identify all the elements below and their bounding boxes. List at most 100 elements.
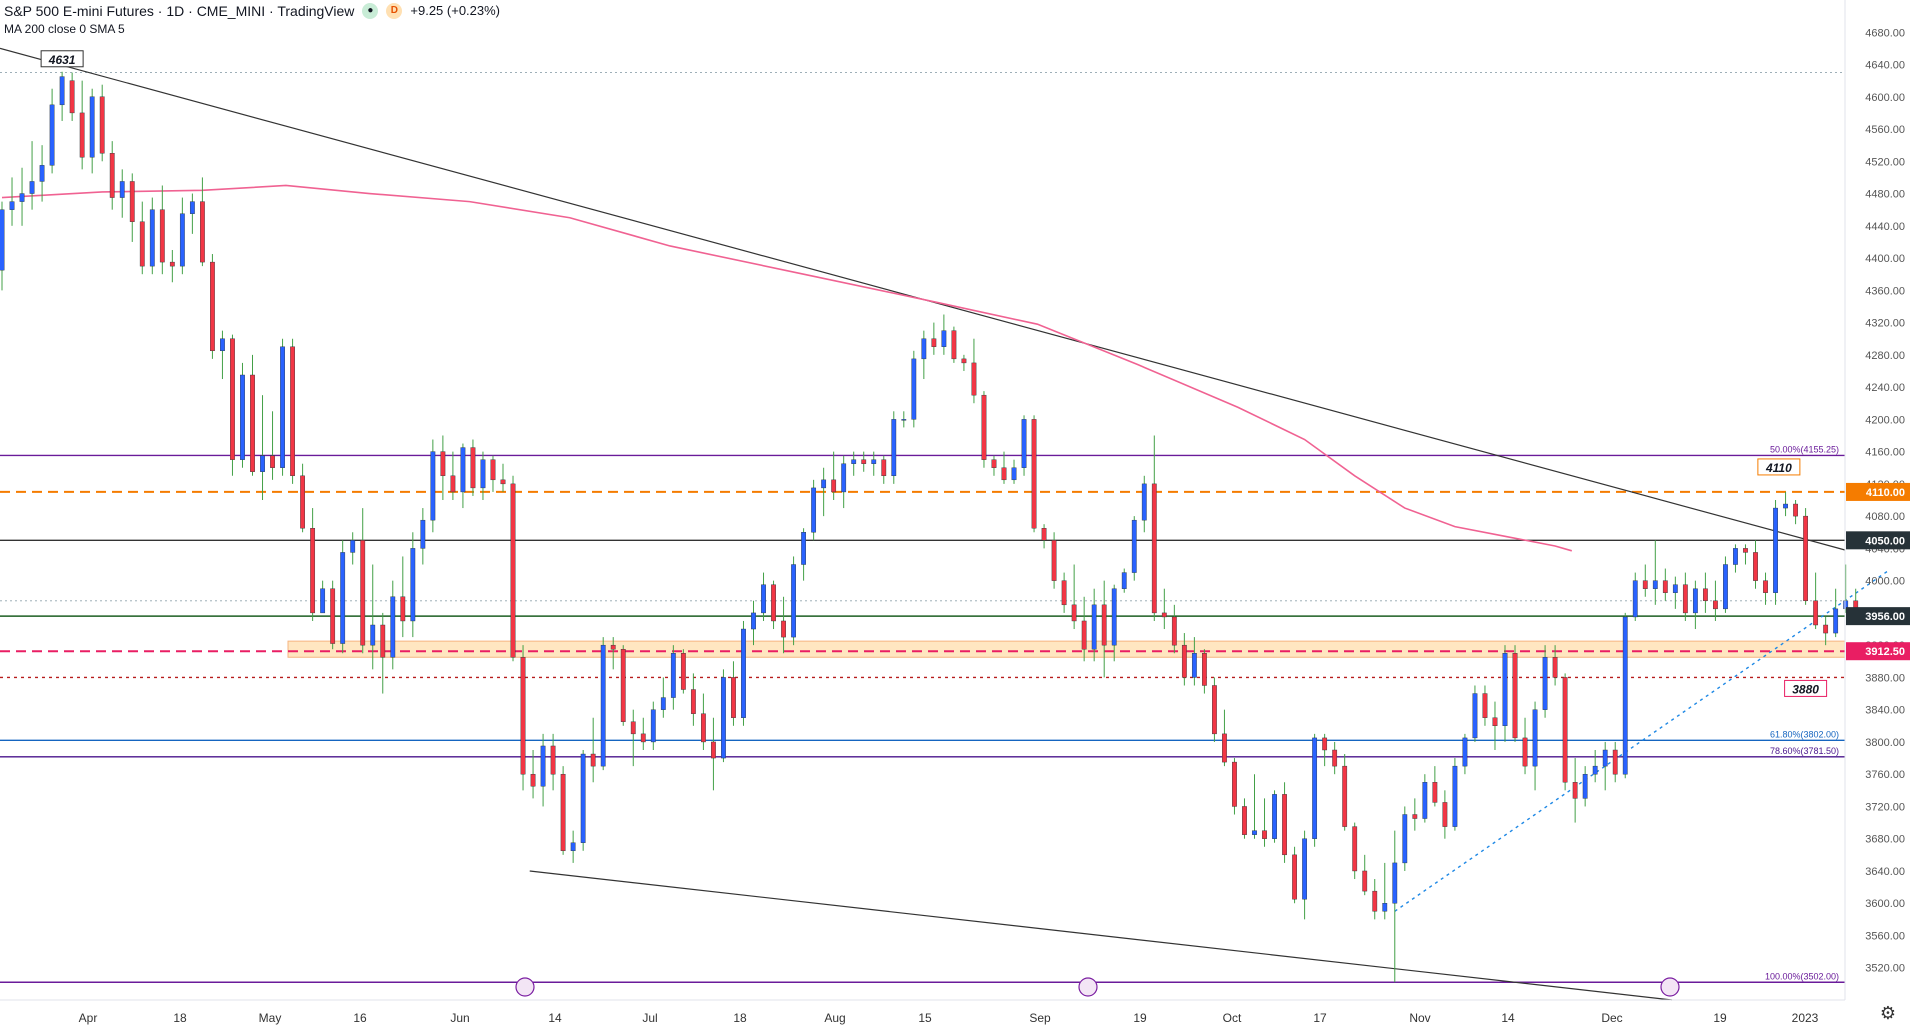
- candle-body: [149, 209, 155, 267]
- candle-body: [159, 209, 165, 263]
- candle-body: [400, 596, 406, 622]
- candle-body: [1342, 765, 1348, 827]
- candle-body: [1382, 903, 1388, 912]
- candle-body: [731, 677, 736, 718]
- candle-body: [1312, 737, 1318, 839]
- candle-body: [670, 653, 676, 698]
- price-tick: 4600.00: [1865, 92, 1905, 104]
- candle-body: [1372, 890, 1378, 912]
- ma-indicator-label[interactable]: MA 200 close 0 SMA 5: [4, 22, 125, 36]
- candle-body: [1161, 612, 1167, 618]
- candle-body: [49, 104, 55, 166]
- candle-body: [781, 620, 786, 638]
- price-tick: 4640.00: [1865, 60, 1905, 72]
- candle-body: [169, 261, 175, 267]
- candle-body: [1442, 802, 1448, 827]
- candle-body: [931, 338, 937, 347]
- candle-body: [991, 459, 997, 468]
- candle-body: [650, 709, 656, 743]
- fib-label: 78.60%(3781.50): [1770, 746, 1839, 756]
- fib-label: 61.80%(3802.00): [1770, 729, 1839, 739]
- candle-body: [901, 419, 907, 421]
- time-tick: Jul: [642, 1011, 657, 1025]
- candle-body: [1141, 483, 1147, 521]
- candle-body: [89, 96, 95, 158]
- candle-body: [129, 181, 135, 222]
- event-icon: [1078, 977, 1098, 997]
- time-tick: Oct: [1223, 1011, 1242, 1025]
- price-tick: 4480.00: [1865, 189, 1905, 201]
- candle-body: [721, 677, 726, 759]
- candle-body: [981, 394, 987, 460]
- time-tick: Dec: [1601, 1011, 1622, 1025]
- candle-body: [1021, 419, 1027, 468]
- candle-body: [230, 338, 235, 460]
- candle-body: [260, 455, 265, 472]
- annotation-box: [1784, 679, 1828, 697]
- candle-body: [19, 193, 25, 202]
- candle-body: [330, 588, 336, 644]
- price-tick: 3760.00: [1865, 769, 1905, 781]
- candle-body: [1793, 503, 1798, 517]
- price-tick: 4360.00: [1865, 285, 1905, 297]
- price-label: 4110.00: [1866, 487, 1905, 499]
- candle-body: [520, 657, 526, 775]
- candle-body: [9, 201, 15, 210]
- candle-body: [1682, 584, 1688, 614]
- candle-body: [1652, 580, 1658, 589]
- candle-body: [1181, 644, 1187, 678]
- instrument-title[interactable]: S&P 500 E-mini Futures · 1D · CME_MINI ·…: [4, 3, 355, 19]
- candle-body: [1642, 580, 1648, 589]
- candle-body: [1542, 657, 1548, 710]
- candle-body: [1472, 693, 1478, 739]
- candle-body: [871, 459, 877, 464]
- candle-body: [680, 653, 686, 690]
- candle-body: [250, 374, 255, 472]
- time-tick: Sep: [1029, 1011, 1051, 1025]
- time-tick: 15: [918, 1011, 932, 1025]
- annotation-box: [1757, 458, 1801, 476]
- candle-body: [370, 624, 376, 646]
- price-tick: 3640.00: [1865, 866, 1905, 878]
- price-change: +9.25 (+0.23%): [410, 3, 501, 18]
- candle-body: [1833, 608, 1839, 634]
- price-tick: 4680.00: [1865, 27, 1905, 39]
- candle-body: [1522, 737, 1528, 767]
- candle-body: [199, 201, 205, 263]
- candle-body: [1151, 483, 1157, 614]
- candle-body: [320, 588, 326, 614]
- candle-body: [119, 181, 125, 198]
- annotation-label: 4110: [1765, 461, 1792, 475]
- candle-body: [350, 540, 356, 553]
- candle-body: [1462, 737, 1468, 767]
- candle-body: [69, 80, 75, 114]
- candle-body: [881, 459, 887, 477]
- chart-legend: S&P 500 E-mini Futures · 1D · CME_MINI ·…: [0, 0, 505, 40]
- candle-body: [59, 76, 65, 106]
- candle-body: [1302, 838, 1308, 900]
- candle-body: [1131, 519, 1137, 573]
- candle-body: [1061, 580, 1067, 606]
- price-tick: 4560.00: [1865, 124, 1905, 136]
- candle-body: [1091, 604, 1097, 650]
- gear-icon[interactable]: ⚙: [1879, 1003, 1896, 1023]
- candle-body: [1001, 467, 1007, 481]
- candle-body: [1212, 685, 1217, 735]
- time-tick: 18: [173, 1011, 187, 1025]
- candle-body: [1552, 657, 1558, 678]
- candle-body: [109, 153, 115, 198]
- price-tick: 3880.00: [1865, 672, 1905, 684]
- candle-body: [1171, 616, 1177, 646]
- candle-body: [1392, 862, 1398, 904]
- fib-label: 50.00%(4155.25): [1770, 444, 1839, 454]
- delayed-badge: D: [386, 3, 403, 19]
- candle-body: [1612, 749, 1618, 775]
- candle-body: [891, 419, 897, 477]
- time-tick: 18: [733, 1011, 747, 1025]
- candle-body: [1713, 600, 1718, 610]
- candle-body: [951, 330, 957, 360]
- candle-body: [1322, 737, 1328, 751]
- candle-body: [1101, 604, 1107, 646]
- candle-body: [210, 261, 215, 352]
